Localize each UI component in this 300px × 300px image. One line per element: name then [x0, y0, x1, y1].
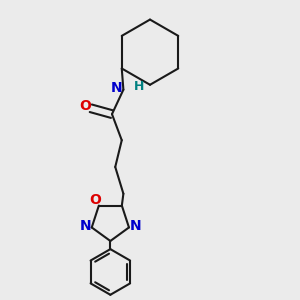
Text: N: N: [130, 219, 141, 233]
Text: O: O: [79, 99, 91, 113]
Text: O: O: [90, 193, 101, 207]
Text: N: N: [110, 81, 122, 95]
Text: N: N: [80, 219, 91, 233]
Text: H: H: [134, 80, 144, 93]
